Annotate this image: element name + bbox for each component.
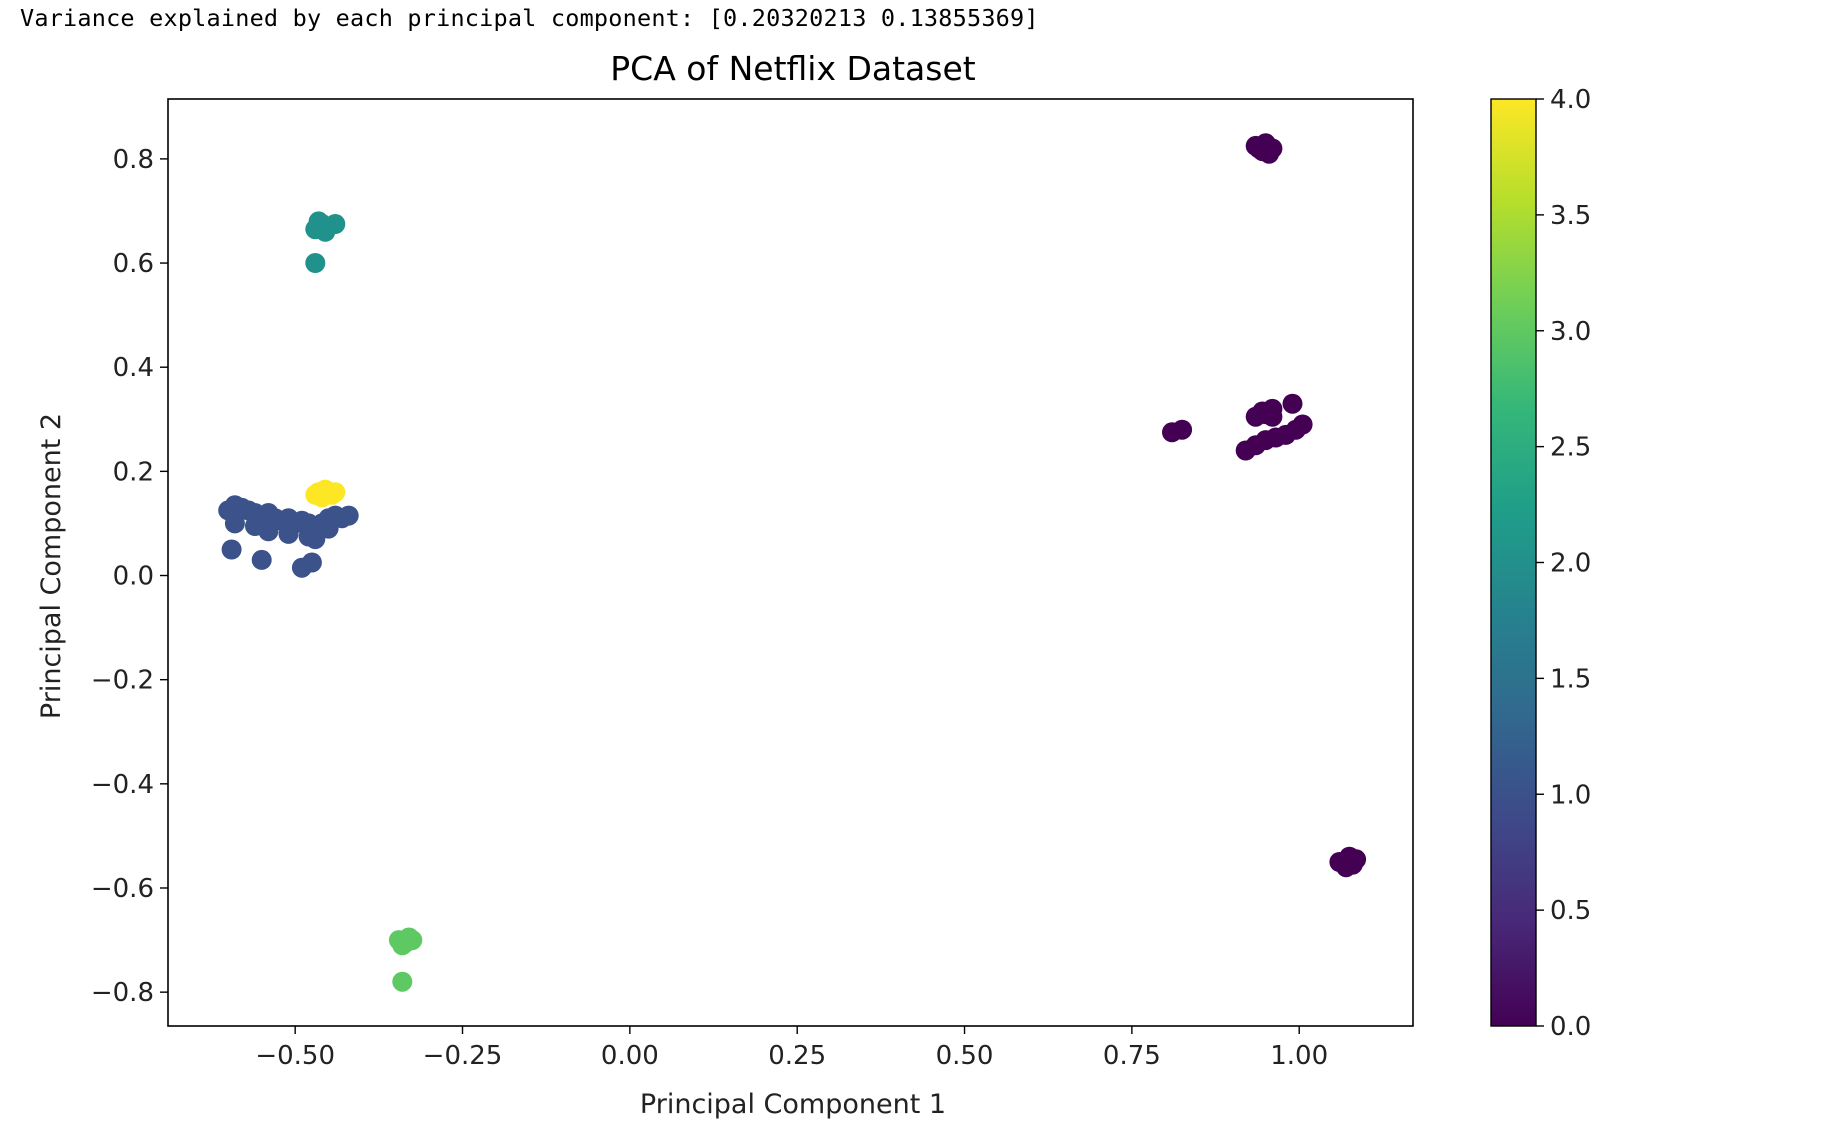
console-output: Variance explained by each principal com… (20, 4, 1039, 32)
x-axis: −0.50 −0.25 0.00 0.25 0.50 0.75 1.00 (255, 1026, 1328, 1071)
scatter-point (1262, 406, 1283, 427)
x-axis-label: Principal Component 1 (640, 1089, 946, 1120)
y-tick-label: −0.8 (91, 978, 154, 1008)
scatter-point (318, 518, 339, 539)
colorbar-tick-label: 1.5 (1550, 664, 1591, 694)
scatter-point (278, 523, 299, 544)
colorbar-axis: 0.0 0.5 1.0 1.5 2.0 2.5 3.0 3.5 4.0 (1536, 85, 1591, 1042)
x-tick-label: 0.75 (1103, 1041, 1161, 1071)
y-tick-label: −0.6 (91, 874, 154, 904)
scatter-point (1245, 135, 1266, 156)
scatter-point (1336, 857, 1357, 878)
colorbar-tick-label: 3.0 (1550, 317, 1591, 347)
y-tick-label: 0.8 (113, 145, 154, 175)
x-tick-label: −0.25 (423, 1041, 503, 1071)
y-axis: −0.8 −0.6 −0.4 −0.2 0.0 0.2 0.4 0.6 0.8 (91, 145, 168, 1008)
colorbar-tick-label: 3.5 (1550, 201, 1591, 231)
scatter-point (315, 221, 336, 242)
y-tick-label: −0.4 (91, 770, 154, 800)
y-tick-label: 0.6 (113, 249, 154, 279)
y-axis-label: Principal Component 2 (36, 413, 67, 719)
scatter-points (218, 133, 1367, 992)
colorbar-tick-label: 2.0 (1550, 549, 1591, 579)
x-tick-label: 0.50 (936, 1041, 994, 1071)
scatter-point (392, 971, 413, 992)
y-tick-label: 0.2 (113, 457, 154, 487)
scatter-point (258, 521, 279, 542)
colorbar (1490, 98, 1537, 1027)
scatter-point (221, 539, 242, 560)
scatter-point (399, 927, 419, 948)
x-tick-label: 0.25 (768, 1041, 826, 1071)
scatter-point (224, 513, 245, 534)
scatter-point (251, 549, 272, 570)
colorbar-tick-label: 0.0 (1550, 1012, 1591, 1042)
scatter-point (1282, 393, 1303, 414)
y-tick-label: −0.2 (91, 666, 154, 696)
scatter-point (305, 253, 326, 273)
plot-frame (167, 98, 1414, 1027)
scatter-point (338, 505, 359, 526)
x-tick-label: −0.50 (255, 1041, 335, 1071)
colorbar-tick-label: 4.0 (1550, 85, 1591, 115)
x-tick-label: 0.00 (601, 1041, 659, 1071)
colorbar-tick-label: 1.0 (1550, 780, 1591, 810)
chart-title: PCA of Netflix Dataset (610, 49, 975, 88)
scatter-point (305, 484, 326, 505)
scatter-point (1172, 419, 1193, 440)
scatter-point (1292, 414, 1313, 435)
y-tick-label: 0.4 (113, 353, 154, 383)
scatter-point (325, 482, 346, 503)
colorbar-tick-label: 2.5 (1550, 433, 1591, 463)
colorbar-tick-label: 0.5 (1550, 896, 1591, 926)
x-tick-label: 1.00 (1270, 1041, 1328, 1071)
y-tick-label: 0.0 (113, 562, 154, 592)
scatter-point (301, 552, 322, 573)
